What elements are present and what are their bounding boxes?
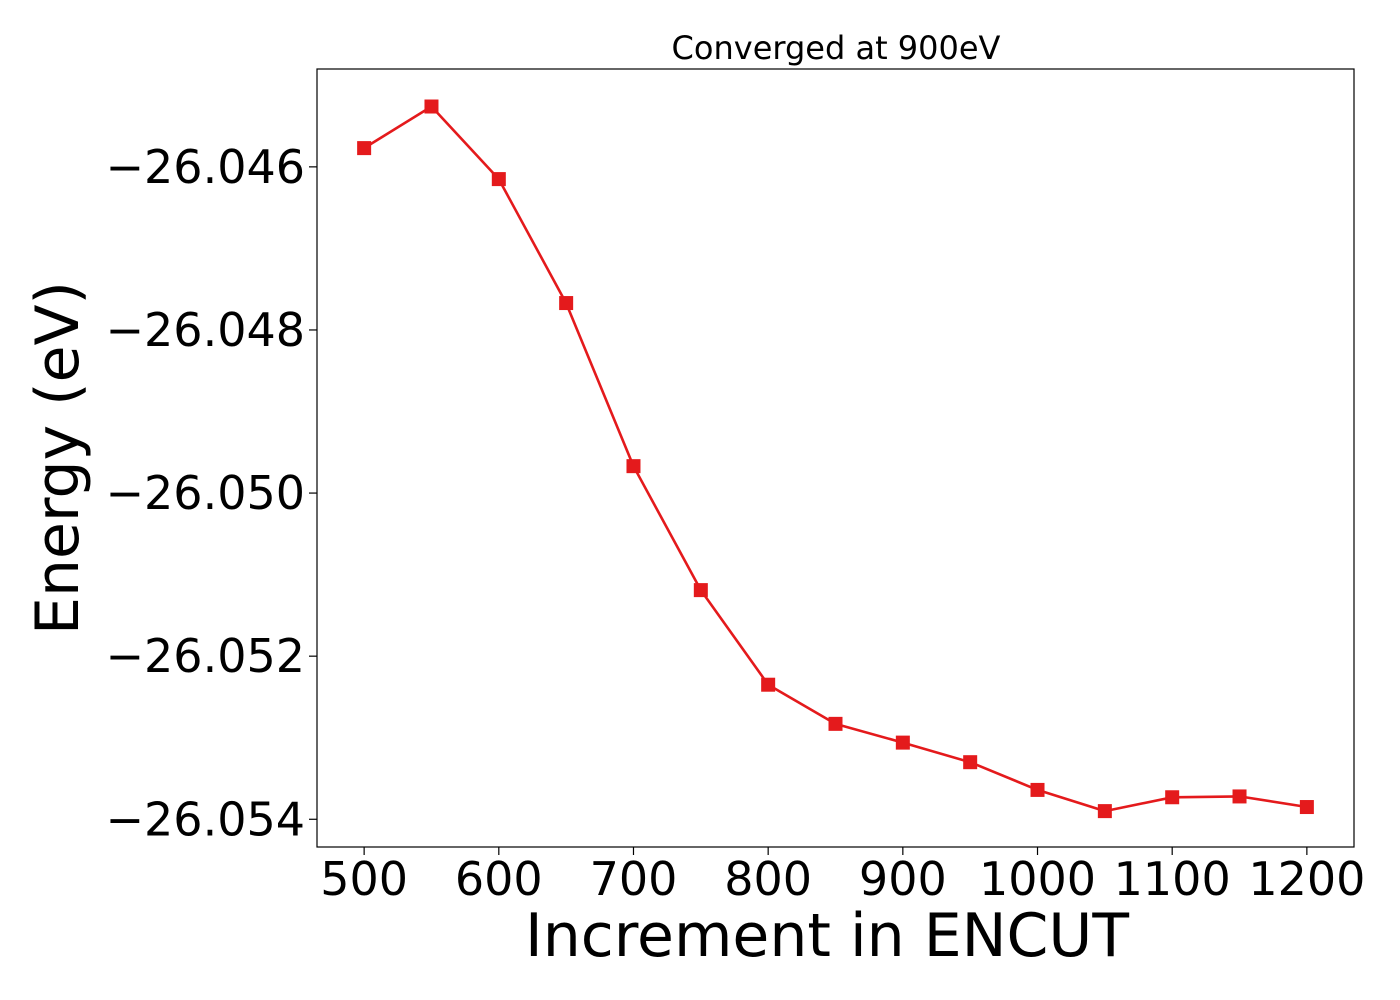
x-axis-label: Increment in ENCUT (525, 901, 1129, 971)
y-tick-label: −26.050 (106, 466, 306, 520)
chart-title: Converged at 900eV (672, 29, 1001, 67)
x-tick-label: 700 (590, 852, 678, 906)
data-point-marker (357, 141, 372, 156)
data-point-marker (1232, 789, 1247, 804)
series-layer (357, 99, 1314, 819)
y-axis-ticks: −26.046 −26.048 −26.050 −26.052 −26.054 (106, 140, 317, 846)
x-tick-label: 1000 (979, 852, 1096, 906)
data-point-marker (1299, 800, 1314, 815)
data-point-marker (761, 677, 776, 692)
data-point-marker (1165, 790, 1180, 805)
x-tick-label: 500 (320, 852, 408, 906)
y-tick-label: −26.046 (106, 140, 306, 194)
y-tick-label: −26.048 (106, 303, 306, 357)
data-point-marker (828, 716, 843, 731)
series-line (363, 105, 1308, 813)
x-tick-label: 800 (724, 852, 812, 906)
data-point-marker (895, 735, 910, 750)
data-point-marker (424, 99, 439, 114)
x-tick-label: 900 (859, 852, 947, 906)
y-axis-label: Energy (eV) (23, 281, 93, 635)
x-tick-label: 1200 (1248, 852, 1365, 906)
plot-frame (316, 68, 1355, 848)
data-point-marker (1030, 782, 1045, 797)
data-point-marker (626, 459, 641, 474)
data-point-marker (559, 296, 574, 311)
data-point-marker (963, 755, 978, 770)
y-tick-label: −26.052 (106, 629, 306, 683)
x-axis-ticks: 500 600 700 800 900 1000 1100 1200 (320, 847, 1365, 906)
x-tick-label: 600 (455, 852, 543, 906)
x-tick-label: 1100 (1114, 852, 1231, 906)
data-point-marker (491, 172, 506, 187)
data-point-marker (693, 583, 708, 598)
data-point-marker (1097, 804, 1112, 819)
y-tick-label: −26.054 (106, 792, 306, 846)
